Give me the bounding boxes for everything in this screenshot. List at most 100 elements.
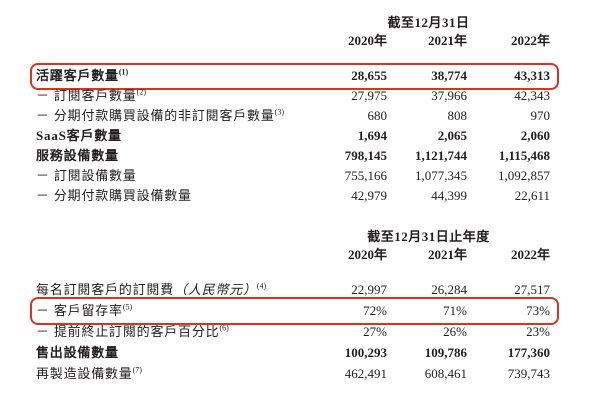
value-2022: 27,517 bbox=[514, 282, 550, 297]
year-header-2022: 2022年 bbox=[510, 247, 550, 262]
period-header-row: 截至12月31日 bbox=[36, 14, 550, 32]
value-2021: 26% bbox=[443, 324, 467, 339]
value-2020: 755,166 bbox=[344, 168, 387, 183]
table-fees-retention: 截至12月31日止年度 2020年 2021年 2022年 每名訂閱客戶的訂閱費… bbox=[30, 228, 559, 384]
footnote-marker: (2) bbox=[136, 87, 146, 97]
spacer bbox=[36, 228, 307, 246]
row-label-text: － 客戶留存率 bbox=[36, 303, 123, 318]
table-customers-devices: 截至12月31日 2020年 2021年 2022年 活躍客戶數量(1) 28,… bbox=[30, 14, 559, 206]
row-label: － 提前終止訂閱的客戶百分比(6) bbox=[36, 321, 307, 342]
value-2021: 2,065 bbox=[437, 128, 467, 143]
year-header-2020: 2020年 bbox=[347, 247, 387, 262]
table-row-early-termination-percentage: － 提前終止訂閱的客戶百分比(6) 27% 26% 23% bbox=[36, 321, 550, 342]
value-2022: 43,313 bbox=[514, 68, 550, 83]
footnote-marker: (3) bbox=[274, 107, 284, 117]
table-row-subscription-devices: － 訂閱設備數量 755,166 1,077,345 1,092,857 bbox=[36, 166, 550, 186]
year-headers-row: 2020年 2021年 2022年 bbox=[36, 246, 550, 264]
row-label: 活躍客戶數量(1) bbox=[36, 66, 307, 86]
row-label: － 分期付款購買設備的非訂閱客戶數量(3) bbox=[36, 106, 307, 126]
value-2022: 1,092,857 bbox=[498, 168, 550, 183]
row-label-text: 每名訂閱客戶的訂閱費 bbox=[36, 282, 175, 297]
period-header: 截至12月31日 bbox=[387, 15, 470, 30]
year-header-2020: 2020年 bbox=[347, 33, 387, 48]
value-2022: 42,343 bbox=[514, 88, 550, 103]
row-label-text: － 訂閱設備數量 bbox=[36, 168, 137, 183]
row-label-text: 活躍客戶數量 bbox=[36, 68, 119, 83]
value-2022: 23% bbox=[526, 324, 550, 339]
table-row-devices-sold: 售出設備數量 100,293 109,786 177,360 bbox=[36, 342, 550, 363]
row-label: － 分期付款購買設備數量 bbox=[36, 186, 307, 206]
value-2020: 42,979 bbox=[351, 188, 387, 203]
value-2020: 22,997 bbox=[351, 282, 387, 297]
row-label: 售出設備數量 bbox=[36, 342, 307, 363]
value-2022: 2,060 bbox=[520, 128, 550, 143]
footnote-marker: (5) bbox=[122, 302, 133, 312]
table-row-subscription-customers: － 訂閱客戶數量(2) 27,975 37,966 42,343 bbox=[36, 86, 550, 106]
row-label-text: － 分期付款購買設備的非訂閱客戶數量 bbox=[36, 108, 275, 123]
row-label: － 訂閱設備數量 bbox=[36, 166, 307, 186]
value-2021: 44,399 bbox=[431, 188, 467, 203]
row-label: 每名訂閱客戶的訂閱費（人民幣元）(4) bbox=[36, 279, 307, 300]
value-2022: 970 bbox=[530, 108, 551, 123]
value-2021: 38,774 bbox=[431, 68, 467, 83]
footnote-marker: (4) bbox=[256, 281, 267, 291]
table-row-subscription-fee-per-customer: 每名訂閱客戶的訂閱費（人民幣元）(4) 22,997 26,284 27,517 bbox=[36, 279, 550, 300]
row-label: － 訂閱客戶數量(2) bbox=[36, 86, 307, 106]
value-2020: 798,145 bbox=[344, 148, 387, 163]
year-header-2021: 2021年 bbox=[427, 33, 467, 48]
table-row-service-devices: 服務設備數量 798,145 1,121,744 1,115,468 bbox=[36, 146, 550, 166]
spacer bbox=[36, 14, 307, 32]
value-2022: 1,115,468 bbox=[498, 148, 550, 163]
value-2021: 37,966 bbox=[431, 88, 467, 103]
value-2021: 71% bbox=[443, 303, 467, 318]
row-label-text: SaaS客戶數量 bbox=[36, 128, 122, 143]
spacer bbox=[36, 32, 307, 50]
footnote-marker: (6) bbox=[219, 323, 229, 333]
value-2021: 26,284 bbox=[431, 282, 467, 297]
table-row-saas-customers: SaaS客戶數量 1,694 2,065 2,060 bbox=[36, 126, 550, 146]
value-2022: 73% bbox=[526, 303, 550, 318]
year-headers-row: 2020年 2021年 2022年 bbox=[36, 32, 550, 50]
value-2021: 808 bbox=[447, 108, 468, 123]
value-2020: 27,975 bbox=[351, 88, 387, 103]
table-row-customer-retention-rate: － 客戶留存率(5) 72% 71% 73% bbox=[30, 297, 559, 325]
value-2022: 22,611 bbox=[514, 188, 550, 203]
value-2021: 109,786 bbox=[424, 345, 467, 360]
table-row-remanufactured-devices: 再製造設備數量(7) 462,491 608,461 739,743 bbox=[36, 363, 550, 384]
table-row-active-customers: 活躍客戶數量(1) 28,655 38,774 43,313 bbox=[30, 63, 559, 90]
row-label-text: 售出設備數量 bbox=[36, 345, 119, 360]
row-label: － 客戶留存率(5) bbox=[36, 300, 307, 321]
value-2020: 72% bbox=[363, 303, 387, 318]
period-header: 截至12月31日止年度 bbox=[367, 229, 490, 244]
row-label-unit: （人民幣元） bbox=[174, 282, 257, 297]
footnote-marker: (1) bbox=[118, 67, 129, 77]
spacer bbox=[36, 246, 307, 264]
value-2020: 100,293 bbox=[344, 345, 387, 360]
table-row-installment-devices: － 分期付款購買設備數量 42,979 44,399 22,611 bbox=[36, 186, 550, 206]
footnote-marker: (7) bbox=[132, 365, 142, 375]
value-2020: 27% bbox=[363, 324, 387, 339]
row-label-text: － 提前終止訂閱的客戶百分比 bbox=[36, 324, 220, 339]
value-2020: 680 bbox=[367, 108, 388, 123]
table-body: 每名訂閱客戶的訂閱費（人民幣元）(4) 22,997 26,284 27,517… bbox=[30, 279, 559, 384]
year-header-2022: 2022年 bbox=[510, 33, 550, 48]
row-label-text: － 訂閱客戶數量 bbox=[36, 88, 137, 103]
value-2021: 608,461 bbox=[424, 366, 467, 381]
value-2021: 1,077,345 bbox=[415, 168, 467, 183]
value-2020: 1,694 bbox=[357, 128, 387, 143]
value-2020: 462,491 bbox=[344, 366, 387, 381]
table-row-installment-nonsubscription-customers: － 分期付款購買設備的非訂閱客戶數量(3) 680 808 970 bbox=[36, 106, 550, 126]
row-label: 服務設備數量 bbox=[36, 146, 307, 166]
row-label-text: 再製造設備數量 bbox=[36, 366, 133, 381]
row-label-text: 服務設備數量 bbox=[36, 148, 119, 163]
value-2021: 1,121,744 bbox=[415, 148, 467, 163]
row-label: SaaS客戶數量 bbox=[36, 126, 307, 146]
period-header-row: 截至12月31日止年度 bbox=[36, 228, 550, 246]
value-2022: 177,360 bbox=[507, 345, 550, 360]
value-2022: 739,743 bbox=[507, 366, 550, 381]
value-2020: 28,655 bbox=[351, 68, 387, 83]
row-label: 再製造設備數量(7) bbox=[36, 363, 307, 384]
table-body: 活躍客戶數量(1) 28,655 38,774 43,313 － 訂閱客戶數量(… bbox=[30, 63, 559, 206]
